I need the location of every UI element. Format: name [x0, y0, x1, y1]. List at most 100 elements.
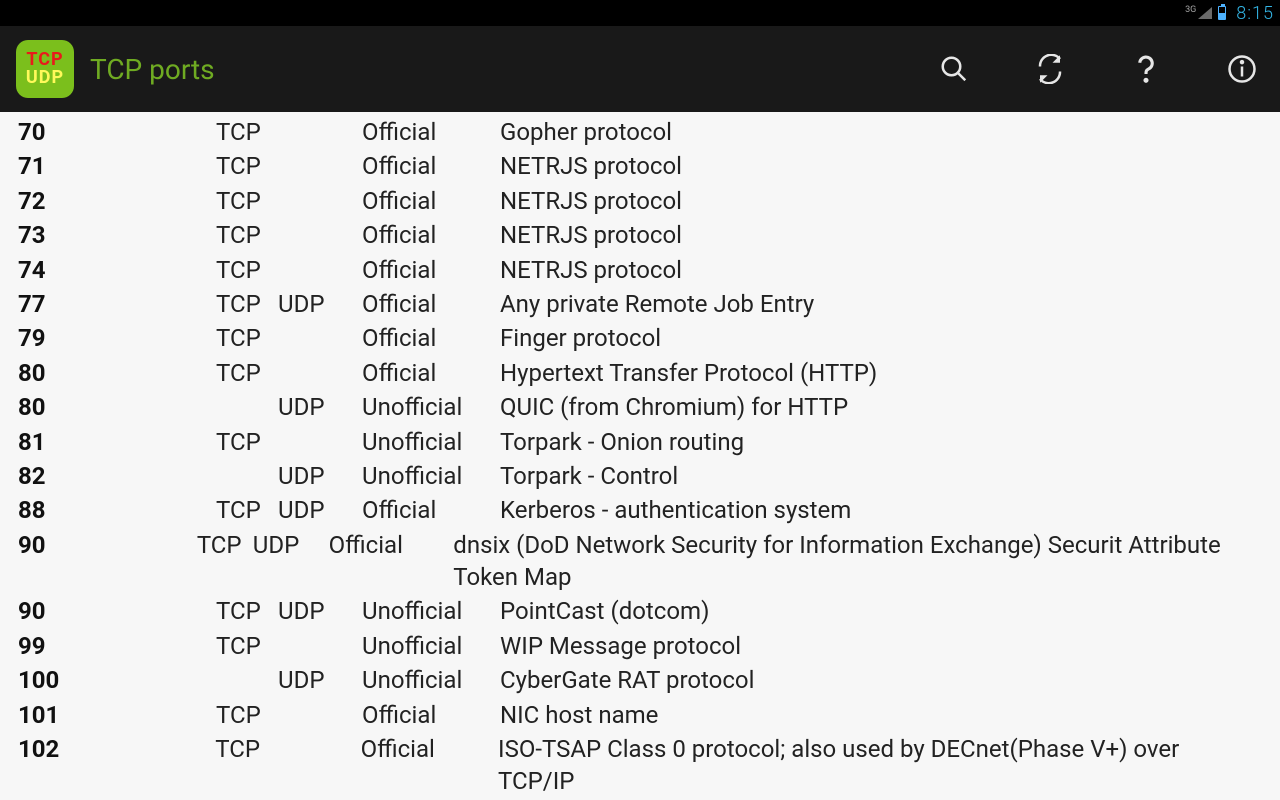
cell-port: 73 [18, 219, 216, 251]
table-row[interactable]: 81TCP UnofficialTorpark - Onion routing [0, 426, 1280, 460]
cell-status: Unofficial [362, 391, 500, 423]
cell-tcp: TCP [216, 494, 278, 526]
battery-icon [1218, 6, 1226, 20]
cell-tcp: TCP [216, 254, 278, 286]
cell-port: 100 [18, 664, 216, 696]
cell-udp: UDP [278, 391, 362, 423]
cell-tcp: TCP [197, 529, 253, 561]
cell-port: 99 [18, 630, 216, 662]
table-row[interactable]: 101TCP OfficialNIC host name [0, 699, 1280, 733]
cell-status: Official [362, 150, 500, 182]
table-row[interactable]: 80UDPUnofficialQUIC (from Chromium) for … [0, 391, 1280, 425]
cell-udp: UDP [278, 288, 362, 320]
table-row[interactable]: 77TCPUDPOfficialAny private Remote Job E… [0, 288, 1280, 322]
cell-description: Torpark - Control [500, 460, 1262, 492]
app-icon-udp: UDP [26, 69, 64, 87]
cell-tcp: TCP [216, 630, 278, 662]
ports-list[interactable]: 70TCPOfficialGopher protocol71TCPOfficia… [0, 112, 1280, 800]
cell-udp: UDP [278, 460, 362, 492]
network-3g-label: 3G [1185, 5, 1196, 15]
table-row[interactable]: 88TCPUDPOfficialKerberos - authenticatio… [0, 494, 1280, 528]
cell-status: Official [362, 116, 500, 148]
cell-port: 72 [18, 185, 216, 217]
cell-description: NIC host name [500, 699, 1262, 731]
cell-status: Unofficial [362, 630, 500, 662]
action-icons [934, 49, 1262, 89]
cell-status: Official [362, 185, 500, 217]
cell-description: NETRJS protocol [500, 185, 1262, 217]
cell-udp: UDP [278, 595, 362, 627]
table-row[interactable]: 102TCP OfficialISO-TSAP Class 0 protocol;… [0, 733, 1280, 800]
cell-description: dnsix (DoD Network Security for Informat… [453, 529, 1262, 594]
search-icon[interactable] [934, 49, 974, 89]
refresh-icon[interactable] [1030, 49, 1070, 89]
cell-status: Unofficial [362, 426, 500, 458]
help-icon[interactable] [1126, 49, 1166, 89]
cell-port: 90 [18, 529, 197, 561]
cell-tcp: TCP [216, 185, 278, 217]
cell-tcp: TCP [216, 699, 278, 731]
cell-status: Official [361, 733, 498, 765]
cell-status: Official [362, 699, 500, 731]
cell-status: Official [362, 219, 500, 251]
cell-tcp: TCP [216, 150, 278, 182]
table-row[interactable]: 80TCP OfficialHypertext Transfer Protocol… [0, 357, 1280, 391]
cell-tcp: TCP [216, 116, 278, 148]
cell-status: Official [362, 357, 500, 389]
table-row[interactable]: 71TCPOfficialNETRJS protocol [0, 150, 1280, 184]
cell-port: 79 [18, 322, 216, 354]
cell-udp: UDP [253, 529, 329, 561]
cell-port: 80 [18, 357, 216, 389]
cell-description: ISO-TSAP Class 0 protocol; also used by … [498, 733, 1262, 798]
cell-tcp: TCP [215, 733, 277, 765]
cell-status: Unofficial [362, 460, 500, 492]
cell-port: 102 [18, 733, 215, 765]
table-row[interactable]: 73TCP OfficialNETRJS protocol [0, 219, 1280, 253]
cell-status: Official [362, 288, 500, 320]
cell-description: Hypertext Transfer Protocol (HTTP) [500, 357, 1262, 389]
cell-port: 77 [18, 288, 216, 320]
cell-description: Finger protocol [500, 322, 1262, 354]
page-title: TCP ports [90, 53, 215, 86]
cell-port: 74 [18, 254, 216, 286]
cell-port: 81 [18, 426, 216, 458]
cell-tcp: TCP [216, 357, 278, 389]
cell-status: Official [329, 529, 454, 561]
info-icon[interactable] [1222, 49, 1262, 89]
cell-description: WIP Message protocol [500, 630, 1262, 662]
app-icon: TCP UDP [16, 40, 74, 98]
cell-tcp: TCP [216, 426, 278, 458]
cell-port: 80 [18, 391, 216, 423]
cell-port: 70 [18, 116, 216, 148]
cell-description: Kerberos - authentication system [500, 494, 1262, 526]
cell-description: NETRJS protocol [500, 219, 1262, 251]
cell-description: Torpark - Onion routing [500, 426, 1262, 458]
cell-tcp: TCP [216, 288, 278, 320]
table-row[interactable]: 82 UDPUnofficialTorpark - Control [0, 460, 1280, 494]
table-row[interactable]: 99TCP UnofficialWIP Message protocol [0, 630, 1280, 664]
cell-port: 101 [18, 699, 216, 731]
cell-port: 71 [18, 150, 216, 182]
cell-tcp: TCP [216, 322, 278, 354]
table-row[interactable]: 74TCP OfficialNETRJS protocol [0, 254, 1280, 288]
table-row[interactable]: 79TCP OfficialFinger protocol [0, 322, 1280, 356]
cell-description: NETRJS protocol [500, 254, 1262, 286]
cell-status: Official [362, 322, 500, 354]
cell-port: 82 [18, 460, 216, 492]
cell-status: Official [362, 254, 500, 286]
cell-status: Unofficial [362, 595, 500, 627]
cell-description: Gopher protocol [500, 116, 1262, 148]
table-row[interactable]: 70TCP OfficialGopher protocol [0, 116, 1280, 150]
status-bar: 3G 8:15 [0, 0, 1280, 26]
cell-description: Any private Remote Job Entry [500, 288, 1262, 320]
signal-icon [1198, 7, 1212, 19]
table-row[interactable]: 72TCP OfficialNETRJS protocol [0, 185, 1280, 219]
cell-description: CyberGate RAT protocol [500, 664, 1262, 696]
cell-tcp: TCP [216, 219, 278, 251]
table-row[interactable]: 90TCPUDPOfficialdnsix (DoD Network Secur… [0, 529, 1280, 596]
cell-status: Official [362, 494, 500, 526]
table-row[interactable]: 100UDPUnofficialCyberGate RAT protocol [0, 664, 1280, 698]
cell-tcp: TCP [216, 595, 278, 627]
table-row[interactable]: 90TCPUDPUnofficialPointCast (dotcom) [0, 595, 1280, 629]
cell-port: 88 [18, 494, 216, 526]
